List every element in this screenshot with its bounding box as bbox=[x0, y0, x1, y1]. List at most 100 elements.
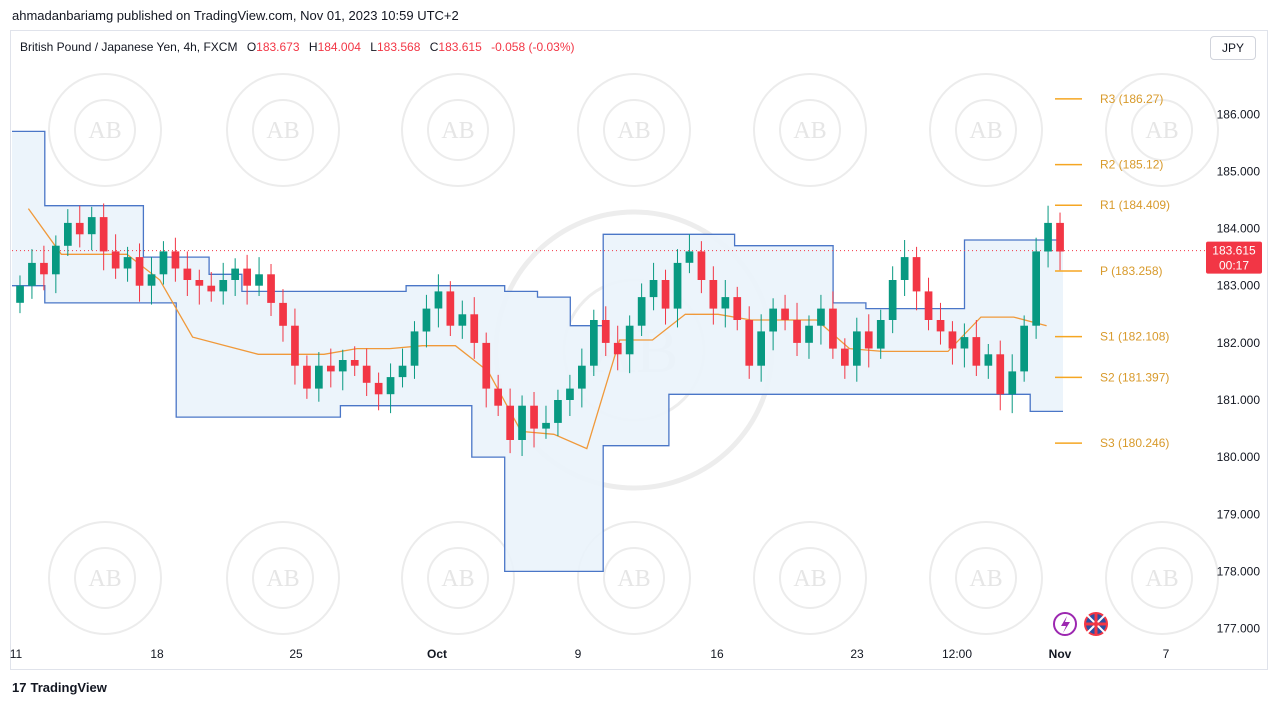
candle-body bbox=[745, 320, 754, 366]
candle-body bbox=[470, 314, 479, 343]
candle bbox=[637, 283, 646, 336]
legend-close: 183.615 bbox=[438, 40, 482, 54]
candle-body bbox=[793, 320, 801, 343]
candle bbox=[506, 388, 514, 454]
candle-body bbox=[16, 285, 24, 303]
watermark-text: AB bbox=[441, 118, 474, 144]
candle bbox=[494, 374, 502, 416]
y-tick-label: 186.000 bbox=[1217, 107, 1261, 121]
candle-body bbox=[422, 308, 431, 332]
candle-body bbox=[147, 274, 156, 286]
candle-body bbox=[566, 388, 574, 400]
candle bbox=[601, 306, 610, 356]
watermark-seal bbox=[753, 521, 867, 635]
candle bbox=[709, 266, 718, 325]
watermark-seal bbox=[577, 521, 691, 635]
candle-body bbox=[590, 320, 598, 366]
watermark-text: AB bbox=[793, 118, 826, 144]
candle-body bbox=[996, 354, 1005, 395]
candle-body bbox=[255, 274, 263, 286]
candle-body bbox=[518, 405, 526, 440]
candle bbox=[279, 289, 287, 342]
candle bbox=[733, 286, 742, 331]
candle bbox=[924, 277, 933, 331]
candle-body bbox=[888, 280, 897, 320]
candle bbox=[171, 237, 180, 282]
candle bbox=[123, 246, 132, 282]
watermark-seal bbox=[1105, 521, 1219, 635]
candle-body bbox=[28, 262, 36, 286]
x-tick-label: 18 bbox=[150, 647, 164, 661]
candle-body bbox=[398, 365, 407, 378]
candle bbox=[315, 352, 323, 402]
legend-change: -0.058 (-0.03%) bbox=[491, 40, 575, 54]
candle-body bbox=[446, 291, 455, 326]
chart-frame[interactable] bbox=[10, 30, 1268, 670]
price-tag-countdown: 00:17 bbox=[1219, 259, 1249, 273]
candle-body bbox=[267, 274, 275, 303]
candle-body bbox=[649, 280, 658, 298]
watermark-seal-inner bbox=[252, 99, 314, 161]
candle-body bbox=[291, 325, 299, 366]
candle-body bbox=[40, 262, 48, 275]
candles-layer bbox=[16, 203, 1064, 456]
candle bbox=[327, 348, 335, 388]
channel-lower-line bbox=[12, 285, 1063, 573]
watermark-seal bbox=[401, 521, 515, 635]
candle-body bbox=[530, 405, 538, 429]
candle-body bbox=[554, 400, 562, 423]
pivot-label-s2: S2 (181.397) bbox=[1100, 370, 1169, 384]
price-axis: 186.000 185.000 184.000 183.000 182.000 181.0… bbox=[1217, 107, 1261, 635]
candle-body bbox=[315, 365, 323, 389]
candle bbox=[888, 266, 897, 334]
candle-body bbox=[972, 337, 981, 366]
watermark-seal bbox=[1105, 73, 1219, 187]
candle-body bbox=[243, 268, 251, 286]
candle-body bbox=[625, 325, 634, 355]
watermark-text: AB bbox=[88, 118, 121, 144]
candle-body bbox=[1032, 251, 1040, 326]
channel-upper-line bbox=[12, 130, 1063, 327]
candle bbox=[566, 374, 574, 416]
legend-low-label: L bbox=[370, 40, 377, 54]
candle bbox=[900, 240, 909, 296]
tradingview-logo[interactable]: 17 TradingView bbox=[12, 680, 107, 695]
price-tag-box bbox=[1206, 241, 1262, 274]
channel-midline bbox=[27, 208, 1047, 450]
watermark-text: AB bbox=[969, 118, 1002, 144]
candle bbox=[781, 294, 789, 331]
candle-body bbox=[338, 360, 347, 372]
watermark-seal-inner bbox=[779, 547, 841, 609]
x-tick-label: 16 bbox=[710, 647, 724, 661]
x-tick-label: 7 bbox=[1163, 647, 1170, 661]
candle bbox=[28, 249, 36, 299]
candle-body bbox=[542, 422, 550, 429]
watermark-text: AB bbox=[266, 566, 299, 592]
candle-body bbox=[829, 308, 837, 349]
candle bbox=[446, 281, 455, 336]
publish-note: ahmadanbariamg published on TradingView.… bbox=[12, 8, 459, 23]
candle-body bbox=[864, 331, 873, 349]
candle bbox=[1044, 205, 1052, 268]
y-tick-label: 177.000 bbox=[1217, 622, 1261, 636]
y-tick-label: 180.000 bbox=[1217, 450, 1261, 464]
candle-body bbox=[733, 297, 742, 320]
candle-body bbox=[207, 285, 216, 292]
currency-button[interactable]: JPY bbox=[1210, 36, 1256, 60]
candle-body bbox=[303, 365, 311, 389]
candle-body bbox=[1044, 222, 1052, 252]
candle bbox=[195, 269, 204, 305]
candle bbox=[362, 348, 371, 396]
pivot-label-s3: S3 (180.246) bbox=[1100, 436, 1169, 450]
candle bbox=[936, 302, 945, 345]
candle bbox=[267, 264, 275, 316]
candle bbox=[52, 235, 60, 294]
pivot-label-r2: R2 (185.12) bbox=[1100, 158, 1163, 172]
candle-body bbox=[1020, 325, 1028, 372]
candle-body bbox=[506, 405, 514, 440]
watermark-text: AB bbox=[969, 566, 1002, 592]
watermark-text: AB bbox=[793, 566, 826, 592]
x-tick-label: 11 bbox=[10, 647, 23, 661]
